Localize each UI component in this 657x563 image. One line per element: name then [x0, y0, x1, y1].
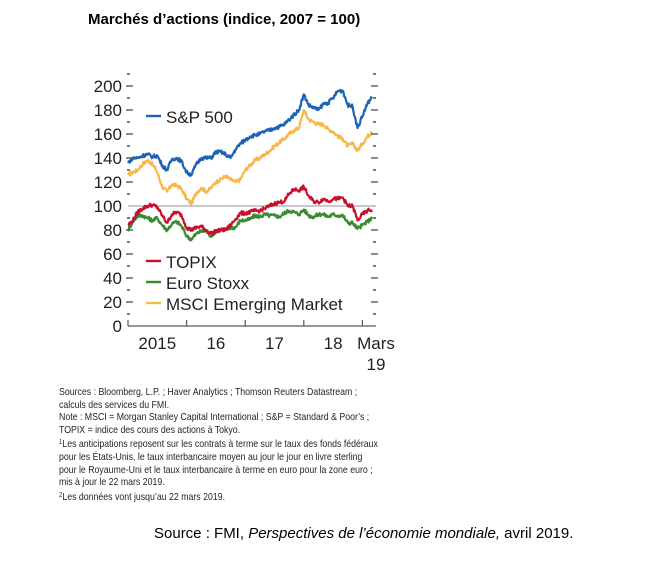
footnote-text: Les données vont jusqu’au 22 mars 2019. — [62, 491, 226, 503]
source-publication: Perspectives de l’économie mondiale, — [248, 525, 501, 542]
source-prefix: Source : FMI, — [154, 525, 249, 542]
notes-note-line: TOPIX = indice des cours des actions à T… — [59, 424, 241, 436]
y-tick-label: 100 — [94, 197, 122, 216]
chart-title: Marchés d’actions (indice, 2007 = 100) — [88, 11, 361, 28]
legend-label-topix: TOPIX — [166, 253, 217, 272]
source-suffix: avril 2019. — [500, 525, 574, 542]
line-chart: 2015 16 17 18 Mars 19 0 20 40 60 80 100 120 140 160 180… — [94, 73, 395, 374]
notes-note-line: Note : MSCI = Morgan Stanley Capital Int… — [59, 412, 370, 424]
legend-label-msci-emerging-market: MSCI Emerging Market — [166, 295, 343, 314]
series-line-topix — [127, 184, 373, 236]
x-tick-label: 16 — [206, 334, 225, 353]
footnote-1-cont: mis à jour le 22 mars 2019. — [59, 477, 165, 489]
axis-layer: 2015 16 17 18 Mars 19 0 20 40 60 80 100 120 140 160 180… — [94, 73, 395, 374]
notes-sources-line: calculs des services du FMI. — [59, 399, 170, 411]
y-tick-label: 80 — [103, 221, 122, 240]
x-tick-label: 17 — [265, 334, 284, 353]
y-tick-label: 40 — [103, 269, 122, 288]
x-tick-label-end: Mars — [357, 334, 395, 353]
y-tick-label: 20 — [103, 293, 122, 312]
footnote-1-cont: pour les États-Unis, le taux interbancai… — [59, 451, 363, 463]
y-tick-label: 0 — [113, 317, 122, 336]
x-tick-label: 2015 — [138, 334, 176, 353]
series-line-euro-stoxx — [127, 208, 373, 242]
legend-label-s-p-500: S&P 500 — [166, 108, 233, 127]
footnote-1: 1Les anticipations reposent sur les cont… — [59, 437, 472, 452]
footnote-mark: 2 — [59, 491, 63, 499]
notes-sources-line: Sources : Bloomberg, L.P. ; Haver Analyt… — [59, 387, 358, 398]
footnote-1-cont: pour le Royaume-Uni et le taux interbanc… — [59, 464, 373, 476]
y-tick-label: 60 — [103, 245, 122, 264]
y-tick-label: 200 — [94, 77, 122, 96]
y-tick-label: 140 — [94, 149, 122, 168]
legend-label-euro-stoxx: Euro Stoxx — [166, 274, 250, 293]
series-line-s-p-500 — [127, 88, 373, 177]
y-tick-label: 120 — [94, 173, 122, 192]
footnote-text: Les anticipations reposent sur les contr… — [62, 439, 378, 451]
x-tick-label-end-year: 19 — [367, 355, 386, 374]
legend-layer: S&P 500 TOPIX Euro Stoxx MSCI Emerging Mark… — [146, 108, 343, 314]
source-citation: Source : FMI, Perspectives de l’économie… — [154, 525, 573, 542]
footnote-2: 2Les données vont jusqu’au 22 mars 2019. — [59, 490, 472, 505]
y-tick-label: 160 — [94, 125, 122, 144]
series-layer — [126, 88, 373, 242]
chart-notes: Sources : Bloomberg, L.P. ; Haver Analyt… — [59, 387, 472, 504]
footnote-mark: 1 — [59, 439, 63, 447]
x-tick-label: 18 — [324, 334, 343, 353]
series-line-msci-emerging-market — [126, 108, 373, 206]
y-tick-label: 180 — [94, 101, 122, 120]
